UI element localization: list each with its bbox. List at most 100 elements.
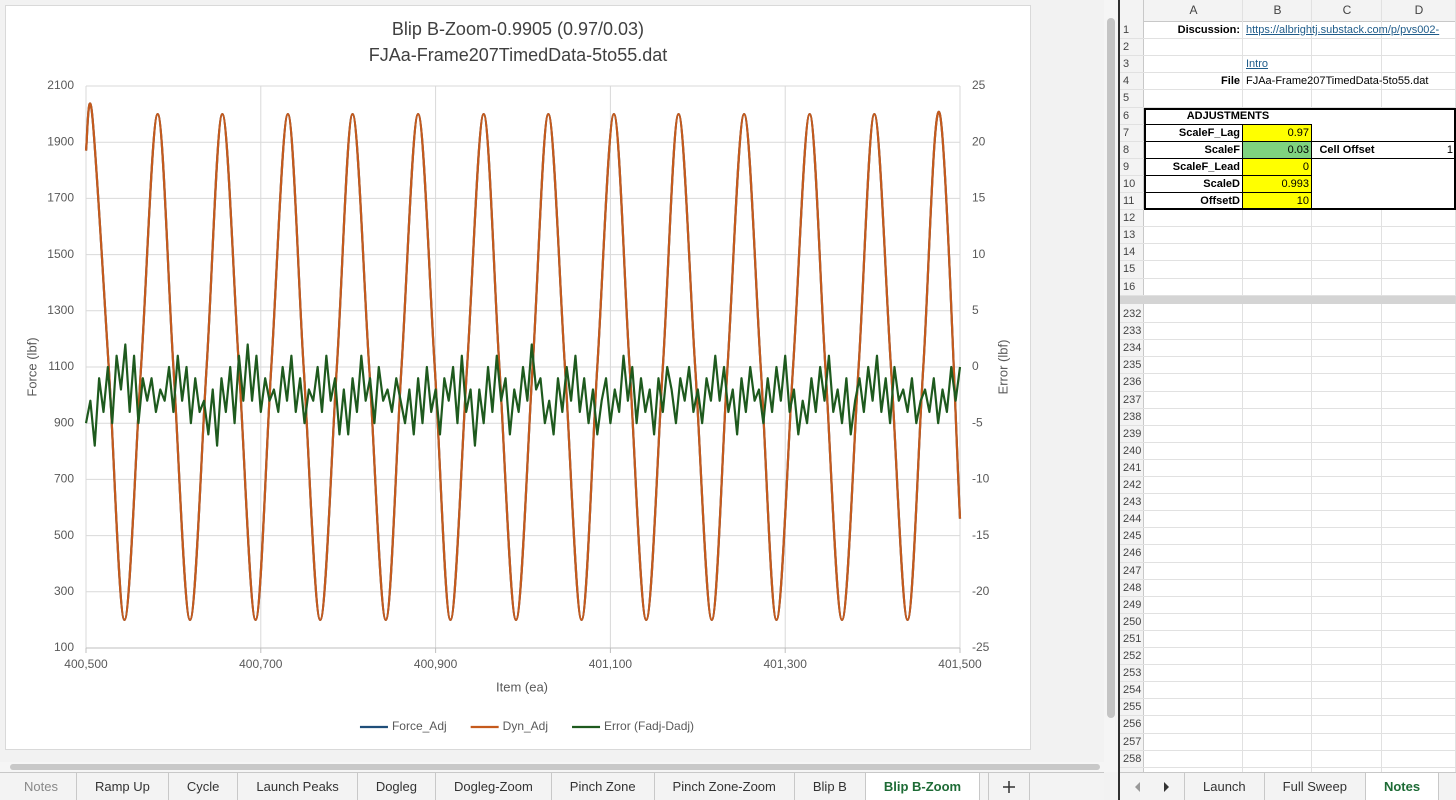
tab-navigation[interactable] xyxy=(1120,773,1185,800)
row-number: 254 xyxy=(1123,684,1142,697)
sheet-tab[interactable]: Cycle xyxy=(169,773,239,800)
row-number: 232 xyxy=(1123,308,1142,320)
plus-icon[interactable] xyxy=(1003,780,1016,793)
row-divider xyxy=(1120,458,1456,460)
sheet-tab[interactable]: Pinch Zone-Zoom xyxy=(655,773,795,800)
row-divider xyxy=(1120,715,1456,717)
sheet-tab[interactable]: Launch xyxy=(1185,773,1265,800)
legend-label: Error (Fadj-Dadj) xyxy=(604,719,694,733)
row-number: 10 xyxy=(1123,177,1136,190)
hyperlink[interactable]: Intro xyxy=(1246,58,1269,71)
row-divider xyxy=(1120,629,1456,631)
plot-area xyxy=(84,102,962,621)
row-divider xyxy=(1120,89,1456,91)
row-number: 246 xyxy=(1123,547,1142,560)
row-number: 238 xyxy=(1123,410,1142,423)
y-tick-label: 900 xyxy=(54,415,74,429)
cell: 1 xyxy=(1446,143,1453,156)
row-number: 11 xyxy=(1123,195,1135,207)
column-header: D xyxy=(1414,3,1424,17)
legend-label: Dyn_Adj xyxy=(503,719,548,733)
row-number: 5 xyxy=(1123,92,1130,105)
sheet-tab[interactable]: Full Sweep xyxy=(1265,773,1366,800)
horizontal-scrollbar[interactable] xyxy=(0,762,1104,772)
x-tick-label: 400,700 xyxy=(239,657,283,671)
sheet-tab[interactable]: Ramp Up xyxy=(77,773,169,800)
row-divider xyxy=(1120,322,1456,324)
add-sheet-button[interactable] xyxy=(988,773,1031,800)
row-divider xyxy=(1120,55,1456,57)
cell: Cell Offset xyxy=(1319,143,1375,156)
row-number: 253 xyxy=(1123,667,1142,680)
sheet-tab[interactable]: Blip B-Zoom xyxy=(865,773,981,800)
sheet-tab[interactable]: Launch Peaks xyxy=(238,773,358,800)
input-cell[interactable]: 0.03 xyxy=(1287,143,1309,156)
spreadsheet: A B C D 1 2 3 4 5 6 7 8 9 10 11 12 13 14 15 16 232 233 234 235 2… xyxy=(1120,0,1456,772)
sheet-tab[interactable]: Pinch Zone xyxy=(552,773,655,800)
row-divider xyxy=(1120,561,1456,563)
cell: FJAa-Frame207TimedData-5to55.dat xyxy=(1246,75,1429,88)
row-number: 249 xyxy=(1123,598,1142,611)
row-divider xyxy=(1120,407,1456,409)
row-number: 233 xyxy=(1123,325,1142,338)
scroll-thumb[interactable] xyxy=(1107,18,1115,718)
nav-arrows[interactable] xyxy=(1132,781,1172,793)
row-divider xyxy=(1120,766,1456,768)
row-number: 243 xyxy=(1123,496,1142,509)
row-number: 242 xyxy=(1123,479,1142,491)
row-number: 251 xyxy=(1123,632,1142,645)
sheet-tabs: Notes Ramp Up Cycle Launch Peaks Dogleg Dogle… xyxy=(0,772,1104,800)
vertical-scrollbar[interactable] xyxy=(1104,0,1118,772)
row-divider xyxy=(1120,595,1456,597)
value-fill xyxy=(1243,124,1312,142)
y-tick-label: 2100 xyxy=(47,78,74,92)
row-number: 14 xyxy=(1123,246,1136,259)
x-tick-label: 400,900 xyxy=(414,657,458,671)
y2-tick-label: 0 xyxy=(972,359,979,373)
cell-border xyxy=(1311,124,1312,211)
sheet-tab[interactable]: Dogleg xyxy=(358,773,437,800)
y-tick-label: 300 xyxy=(54,584,74,598)
input-cell[interactable]: 0.993 xyxy=(1281,177,1309,190)
data-line xyxy=(84,343,962,447)
x-axis-title: Item (ea) xyxy=(496,679,548,694)
table-frame xyxy=(1144,107,1456,211)
row-divider xyxy=(1120,38,1456,40)
x-tick-label: 400,500 xyxy=(64,657,108,671)
grid: 100300500700900110013001500170019002100-… xyxy=(47,78,989,671)
row-number: 2 xyxy=(1123,41,1130,54)
cell: ScaleF_Lead xyxy=(1172,160,1240,173)
input-cell[interactable]: 10 xyxy=(1296,195,1309,207)
y2-axis-title: Error (lbf) xyxy=(995,340,1010,395)
y2-tick-label: 10 xyxy=(972,247,986,261)
value-fill xyxy=(1243,158,1312,176)
row-number: 255 xyxy=(1123,701,1142,714)
hyperlink[interactable]: https://albrightj.substack.com/p/pvs002- xyxy=(1246,24,1440,36)
y-tick-label: 1700 xyxy=(47,191,74,205)
row-divider xyxy=(1120,698,1456,700)
y2-tick-label: -20 xyxy=(972,584,990,598)
row-divider xyxy=(1120,226,1456,228)
y2-tick-label: 25 xyxy=(972,78,986,92)
row-number: 236 xyxy=(1123,376,1142,389)
input-cell[interactable]: 0 xyxy=(1302,160,1309,173)
row-divider xyxy=(1120,527,1456,529)
legend-item: Error (Fadj-Dadj) xyxy=(572,719,694,733)
sheet-tab[interactable]: Notes xyxy=(1365,773,1440,800)
y2-tick-label: -10 xyxy=(972,472,990,486)
row-divider xyxy=(1120,424,1456,426)
sheet-tab[interactable]: Notes xyxy=(0,773,77,800)
sheet-tab[interactable]: Blip B xyxy=(795,773,866,800)
row-number: 237 xyxy=(1123,393,1142,406)
row-divider xyxy=(1120,356,1456,358)
cell-border xyxy=(1144,123,1312,125)
legend-label: Force_Adj xyxy=(392,719,447,733)
row-divider xyxy=(1120,277,1456,279)
cell: ScaleF_Lag xyxy=(1178,126,1240,139)
scroll-thumb[interactable] xyxy=(10,764,1100,770)
sheet-tab[interactable]: Dogleg-Zoom xyxy=(436,773,552,800)
input-cell[interactable]: 0.97 xyxy=(1287,126,1309,139)
column-divider xyxy=(1381,0,1382,772)
row-divider xyxy=(1120,510,1456,512)
cell-border xyxy=(1312,140,1456,142)
